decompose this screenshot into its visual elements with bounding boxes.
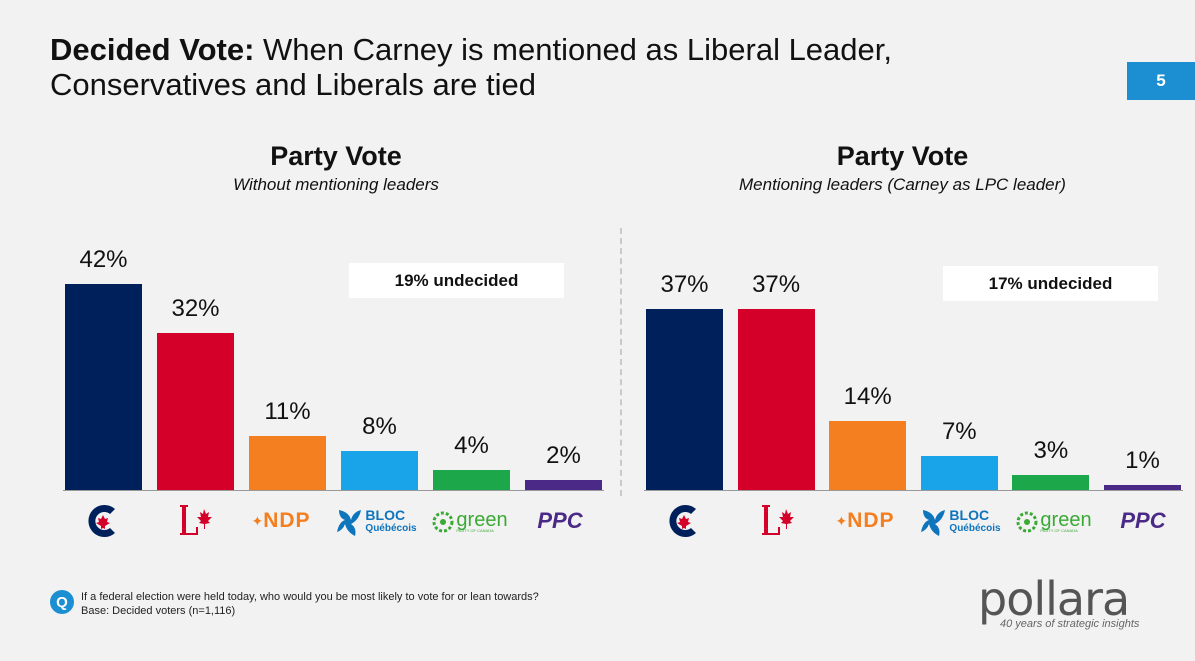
- ppc-logo-text: PPC: [537, 508, 583, 533]
- bar-ndp: [249, 436, 326, 490]
- bar-value-label: 2%: [546, 442, 581, 470]
- green-logo-icon: green PARTY OF CANADA: [424, 503, 516, 541]
- bar-value-label: 32%: [171, 295, 220, 323]
- bar-value-label: 1%: [1125, 447, 1160, 475]
- chart-baseline: [644, 490, 1183, 491]
- left-undecided-badge: 19% undecided: [349, 263, 564, 298]
- green-logo-text: green: [456, 508, 508, 531]
- bar-value-label: 8%: [362, 412, 397, 440]
- bar-ppc: [525, 480, 602, 490]
- ppc-logo-text: PPC: [1120, 508, 1166, 533]
- bar-lpc: [737, 308, 815, 490]
- title-rest: When Carney is mentioned as Liberal Lead…: [50, 32, 892, 102]
- bloc-logo-icon: BLOC Québécois: [915, 502, 1007, 542]
- bar-ndp: [829, 421, 907, 490]
- bar-value-label: 3%: [1033, 437, 1069, 465]
- green-logo-text: green: [1040, 508, 1092, 531]
- right-panel-heading: Party Vote Mentioning leaders (Carney as…: [690, 141, 1115, 195]
- brand-tagline: 40 years of strategic insights: [1000, 618, 1140, 630]
- page-title: Decided Vote: When Carney is mentioned a…: [50, 32, 1050, 102]
- right-chart-subtitle: Mentioning leaders (Carney as LPC leader…: [739, 175, 1066, 194]
- ndp-logo-icon: ✦ NDP: [835, 509, 895, 532]
- bar-lpc: [157, 333, 234, 490]
- ppc-logo-icon: PPC: [1108, 503, 1178, 539]
- ndp-logo-icon: ✦ NDP: [251, 509, 311, 532]
- left-panel-heading: Party Vote Without mentioning leaders: [160, 141, 512, 195]
- left-chart-title: Party Vote: [270, 141, 402, 171]
- chart-baseline: [63, 490, 604, 491]
- ppc-logo-icon: PPC: [525, 503, 595, 539]
- bar-bq: [920, 455, 998, 490]
- left-chart-subtitle: Without mentioning leaders: [233, 175, 439, 194]
- green-logo-icon: green PARTY OF CANADA: [1008, 503, 1100, 541]
- bar-value-label: 14%: [843, 383, 892, 411]
- question-icon: Q: [50, 590, 74, 614]
- bar-cpc: [65, 284, 142, 490]
- bar-value-label: 42%: [79, 246, 128, 273]
- cpc-logo-icon: [79, 500, 127, 542]
- lpc-logo-icon: [170, 500, 218, 542]
- bar-value-label: 4%: [454, 432, 489, 460]
- bar-gpc: [433, 470, 510, 490]
- bar-value-label: 37%: [752, 270, 801, 298]
- bar-value-label: 11%: [264, 398, 311, 426]
- bloc-logo-top: BLOC: [365, 507, 406, 523]
- bar-cpc: [646, 308, 723, 490]
- right-chart-title: Party Vote: [836, 141, 969, 171]
- ndp-logo-text: NDP: [847, 509, 895, 532]
- panel-divider: [620, 228, 622, 496]
- pollara-logo: pollara: [978, 572, 1130, 626]
- bar-bq: [341, 450, 418, 490]
- right-undecided-badge: 17% undecided: [943, 266, 1158, 301]
- footer-note: If a federal election were held today, w…: [81, 590, 539, 618]
- bloc-logo-icon: BLOC Québécois: [331, 502, 423, 542]
- green-logo-sub: PARTY OF CANADA: [1040, 527, 1078, 533]
- bar-ppc: [1104, 485, 1181, 490]
- cpc-logo-icon: [660, 500, 708, 542]
- title-bold: Decided Vote:: [50, 32, 255, 67]
- bloc-logo-top: BLOC: [949, 507, 990, 523]
- green-logo-sub: PARTY OF CANADA: [456, 527, 494, 533]
- lpc-logo-icon: [752, 500, 800, 542]
- footer-base: Base: Decided voters (n=1,116): [81, 605, 236, 617]
- bar-value-label: 7%: [941, 417, 977, 445]
- bloc-logo-bottom: Québécois: [365, 523, 417, 534]
- ndp-logo-text: NDP: [263, 509, 311, 532]
- page-number: 5: [1127, 62, 1195, 100]
- bar-gpc: [1012, 475, 1090, 490]
- bar-value-label: 37%: [660, 270, 709, 298]
- footer-question: If a federal election were held today, w…: [81, 591, 539, 603]
- bloc-logo-bottom: Québécois: [949, 523, 1001, 534]
